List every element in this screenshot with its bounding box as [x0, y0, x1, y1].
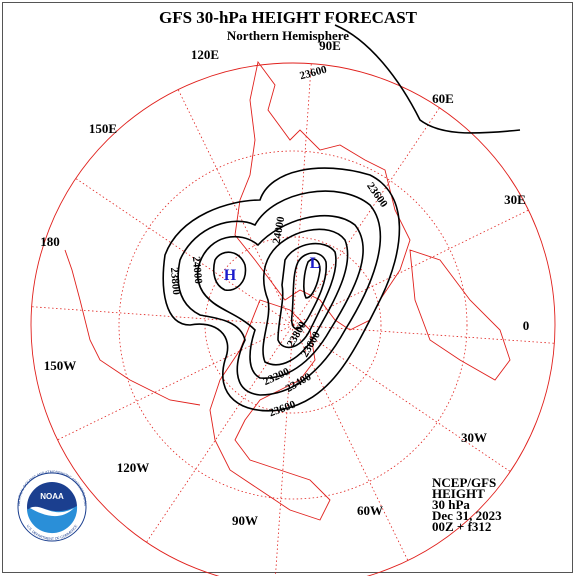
longitude-labels: 90E 60E 30E 0 30W 60W 90W 120W 150W 180 … — [40, 38, 529, 528]
contour — [177, 190, 382, 396]
info-line: 00Z + f312 — [432, 519, 491, 534]
longitude-label: 30E — [504, 192, 526, 207]
coastline — [409, 249, 511, 381]
longitude-label: 150W — [44, 358, 77, 373]
longitude-label: 0 — [523, 318, 530, 333]
longitude-label: 150E — [89, 121, 117, 136]
coastline — [209, 299, 331, 521]
title: GFS 30-hPa HEIGHT FORECAST — [159, 8, 418, 27]
contour — [196, 215, 364, 379]
contour-label: 24000 — [190, 256, 204, 285]
map-boundary — [30, 62, 556, 576]
longitude-label: 60W — [357, 503, 383, 518]
latitude-circle — [118, 150, 468, 500]
low-center: L — [310, 255, 321, 272]
coastline — [64, 249, 201, 406]
contour — [303, 258, 321, 299]
contour-label: 23800 — [168, 267, 182, 296]
contour — [262, 228, 349, 366]
contour — [277, 242, 337, 349]
contour — [334, 24, 521, 134]
longitude-label: 90W — [232, 513, 258, 528]
logo-gull — [30, 506, 74, 517]
info-line: 30 hPa — [432, 497, 470, 512]
longitude-label: 90E — [319, 38, 341, 53]
subtitle: Northern Hemisphere — [227, 28, 349, 43]
info-block: NCEP/GFS HEIGHT 30 hPa Dec 31, 2023 00Z … — [432, 475, 502, 534]
longitude-label: 60E — [432, 91, 454, 106]
contour — [212, 251, 247, 291]
height-contours — [162, 24, 521, 412]
info-line: Dec 31, 2023 — [432, 508, 502, 523]
longitude-label: 120W — [117, 460, 150, 475]
logo-name: NOAA — [40, 492, 64, 501]
contour-label: 24000 — [271, 215, 288, 245]
longitude-label: 120E — [191, 47, 219, 62]
longitude-label: 180 — [40, 234, 60, 249]
high-center: H — [224, 267, 237, 284]
info-line: NCEP/GFS — [432, 475, 496, 490]
noaa-logo: NOAA NATIONAL OCEANIC AND ATMOSPHERIC AD… — [17, 470, 87, 542]
info-line: HEIGHT — [432, 486, 485, 501]
longitude-label: 30W — [461, 430, 487, 445]
contour — [290, 252, 328, 330]
contour — [162, 167, 401, 412]
